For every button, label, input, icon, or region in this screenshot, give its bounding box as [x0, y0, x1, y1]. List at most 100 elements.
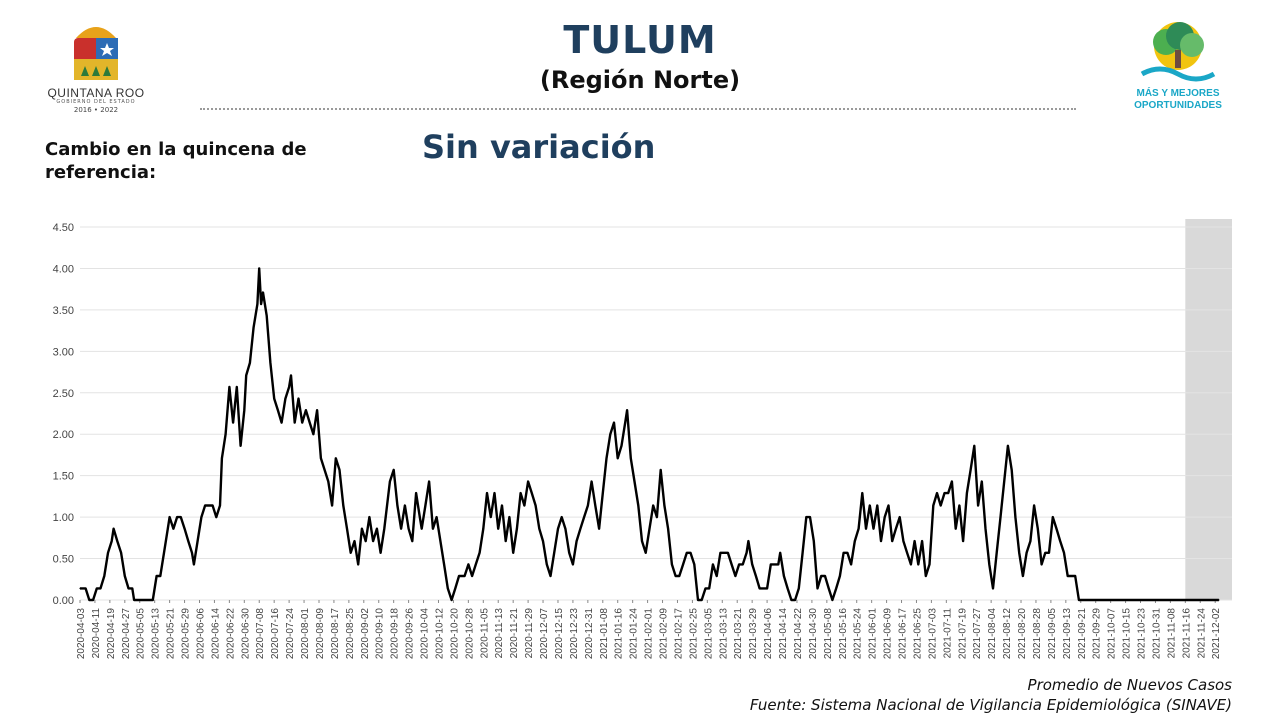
data-point: [981, 480, 983, 483]
data-point: [288, 386, 290, 388]
data-point: [249, 362, 251, 364]
data-point: [766, 587, 768, 589]
data-point: [598, 528, 600, 530]
x-tick-label: 2020-05-21: [166, 608, 177, 660]
x-tick-label: 2021-01-24: [629, 608, 640, 660]
data-point: [891, 540, 893, 542]
data-point: [697, 599, 699, 601]
data-point: [253, 326, 255, 328]
data-point: [225, 433, 227, 435]
data-point: [439, 540, 441, 542]
data-point: [1022, 575, 1024, 577]
data-point: [590, 480, 593, 483]
x-tick-label: 2020-08-09: [315, 608, 326, 660]
x-tick-label: 2021-03-05: [703, 608, 714, 660]
data-point: [977, 504, 979, 507]
data-point: [1044, 552, 1046, 554]
data-point: [910, 563, 912, 565]
data-point: [172, 528, 174, 530]
data-point: [458, 575, 460, 577]
data-point: [338, 469, 341, 471]
data-point: [925, 575, 927, 577]
data-point: [450, 599, 453, 601]
data-point: [197, 540, 199, 542]
x-tick-label: 2020-12-15: [554, 608, 565, 660]
data-point: [365, 540, 367, 542]
data-point: [1003, 480, 1005, 483]
data-point: [538, 528, 540, 530]
data-point: [652, 504, 654, 507]
data-point: [490, 516, 492, 518]
data-point: [747, 540, 750, 542]
data-point: [393, 469, 395, 471]
data-point: [92, 599, 94, 601]
data-point: [215, 516, 217, 518]
x-tick-label: 2021-09-21: [1077, 608, 1088, 660]
y-tick-label: 2.50: [53, 388, 74, 400]
x-tick-label: 2021-01-16: [614, 608, 625, 660]
data-point: [79, 587, 81, 589]
data-point: [350, 552, 352, 554]
x-tick-label: 2020-04-27: [121, 608, 132, 660]
data-point: [245, 374, 247, 376]
data-point: [260, 303, 262, 305]
data-point: [801, 552, 804, 554]
data-point: [831, 599, 834, 601]
x-tick-label: 2021-02-01: [644, 608, 655, 660]
data-point: [557, 528, 559, 530]
data-point: [120, 552, 122, 554]
x-tick-label: 2021-05-24: [853, 608, 864, 660]
data-point: [497, 528, 499, 530]
data-point: [1026, 552, 1028, 554]
data-point: [561, 516, 563, 518]
data-point: [973, 445, 975, 447]
x-tick-label: 2021-03-29: [748, 608, 759, 660]
data-point: [962, 540, 964, 542]
data-point: [783, 575, 785, 577]
data-point: [660, 469, 662, 471]
data-point: [835, 587, 837, 589]
x-tick-label: 2021-10-31: [1151, 608, 1162, 660]
data-point: [232, 422, 234, 424]
data-point: [266, 315, 268, 317]
data-point: [984, 528, 987, 530]
x-tick-label: 2020-11-13: [494, 608, 505, 659]
data-point: [854, 540, 856, 542]
data-point: [751, 563, 753, 565]
data-point: [368, 516, 371, 518]
data-point: [594, 504, 596, 507]
data-point: [671, 563, 673, 565]
change-value: Sin variación: [422, 128, 656, 166]
x-tick-label: 2021-07-03: [927, 608, 938, 660]
data-point: [921, 540, 923, 542]
x-tick-label: 2020-04-19: [106, 608, 117, 660]
x-tick-label: 2020-11-21: [509, 608, 520, 659]
data-point: [542, 540, 544, 542]
x-tick-label: 2021-12-02: [1211, 608, 1222, 660]
data-point: [966, 492, 968, 494]
data-point: [284, 397, 286, 400]
data-point: [228, 386, 230, 388]
data-point: [316, 409, 318, 411]
data-point: [549, 575, 552, 577]
header-divider: [200, 108, 1076, 110]
data-point: [447, 587, 449, 589]
data-point: [176, 516, 178, 518]
data-point: [884, 516, 886, 518]
data-point: [1218, 599, 1220, 601]
data-point: [163, 552, 165, 554]
data-point: [372, 540, 374, 542]
x-tick-label: 2021-10-15: [1122, 608, 1133, 660]
x-tick-label: 2021-06-01: [868, 608, 879, 660]
data-point: [1014, 516, 1017, 518]
data-point: [169, 516, 171, 518]
data-point: [361, 528, 363, 530]
data-point: [820, 575, 822, 577]
data-point: [256, 303, 258, 305]
projection-shade: [1185, 219, 1232, 600]
x-tick-label: 2021-03-13: [718, 608, 729, 660]
data-point: [675, 575, 677, 577]
data-point: [155, 575, 158, 577]
data-point: [553, 552, 555, 554]
data-point: [383, 528, 385, 530]
